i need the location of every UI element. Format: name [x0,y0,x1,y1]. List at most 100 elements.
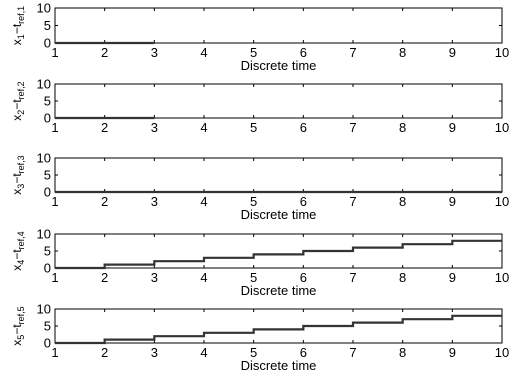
x-tick-label-5-1: 1 [51,345,58,360]
x-tick-label-1-9: 9 [449,45,456,60]
y-axis-label-sub1-4: 4 [16,260,26,265]
x-axis-label-3: Discrete time [241,207,317,222]
y-axis-label-mid-4: −t [10,249,24,260]
y-tick-label-3-10: 10 [37,151,51,166]
x-tick-label-1-4: 4 [200,45,207,60]
x-tick-label-5-9: 9 [449,345,456,360]
x-tick-label-2-1: 1 [51,120,58,135]
x-axis-label-4: Discrete time [241,283,317,298]
x-tick-label-4-4: 4 [200,270,207,285]
x-tick-label-2-10: 10 [495,120,509,135]
x-tick-label-1-2: 2 [101,45,108,60]
x-tick-label-2-7: 7 [349,120,356,135]
x-tick-label-4-1: 1 [51,270,58,285]
y-tick-label-5-5: 5 [44,319,51,334]
y-axis-label-main-5: x [10,340,24,346]
y-tick-label-2-10: 10 [37,77,51,92]
x-tick-label-3-4: 4 [200,194,207,209]
x-tick-label-4-6: 6 [300,270,307,285]
y-axis-label-mid-1: −t [10,23,24,34]
y-axis-label-sub1-1: 1 [16,34,26,39]
x-tick-label-1-5: 5 [250,45,257,60]
y-axis-label-4: x4−tref,4 [10,231,26,270]
x-tick-label-1-7: 7 [349,45,356,60]
y-axis-label-main-2: x [10,115,24,121]
x-tick-label-2-5: 5 [250,120,257,135]
y-tick-label-2-0: 0 [44,111,51,126]
x-tick-label-5-4: 4 [200,345,207,360]
x-tick-label-4-7: 7 [349,270,356,285]
x-tick-label-3-3: 3 [151,194,158,209]
axes-frame-1 [54,7,503,44]
y-axis-label-main-4: x [10,265,24,271]
y-tick-label-2-5: 5 [44,94,51,109]
x-tick-label-4-5: 5 [250,270,257,285]
x-tick-label-4-2: 2 [101,270,108,285]
x-tick-label-5-7: 7 [349,345,356,360]
y-axis-label-sub1-2: 2 [16,110,26,115]
y-axis-label-sub1-3: 3 [16,184,26,189]
x-tick-label-3-10: 10 [495,194,509,209]
series-line-5-1 [55,314,502,345]
x-tick-label-1-10: 10 [495,45,509,60]
x-tick-label-1-6: 6 [300,45,307,60]
x-tick-label-3-7: 7 [349,194,356,209]
x-tick-label-2-3: 3 [151,120,158,135]
x-tick-label-5-3: 3 [151,345,158,360]
y-axis-label-main-1: x [10,39,24,45]
y-tick-label-1-10: 10 [37,1,51,16]
x-tick-label-3-5: 5 [250,194,257,209]
x-tick-label-2-6: 6 [300,120,307,135]
x-tick-label-2-8: 8 [399,120,406,135]
x-tick-label-3-9: 9 [449,194,456,209]
y-axis-label-main-3: x [10,189,24,195]
y-axis-label-mid-2: −t [10,99,24,110]
y-axis-label-sub2-1: ref,1 [16,6,26,24]
axes-frame-4 [54,233,503,269]
x-tick-label-5-2: 2 [101,345,108,360]
y-tick-label-4-5: 5 [44,244,51,259]
y-tick-label-5-10: 10 [37,302,51,317]
axes-frame-5 [54,308,503,344]
x-tick-label-2-9: 9 [449,120,456,135]
series-line-4-1 [55,239,502,270]
x-tick-label-3-2: 2 [101,194,108,209]
x-tick-label-4-10: 10 [495,270,509,285]
y-tick-label-5-0: 0 [44,336,51,351]
x-tick-label-5-10: 10 [495,345,509,360]
y-tick-label-1-5: 5 [44,18,51,33]
x-tick-label-5-5: 5 [250,345,257,360]
x-tick-label-4-8: 8 [399,270,406,285]
y-axis-label-sub2-5: ref,5 [16,306,26,324]
x-tick-label-2-4: 4 [200,120,207,135]
y-tick-label-1-0: 0 [44,36,51,51]
axes-frame-2 [54,83,503,119]
x-tick-label-3-6: 6 [300,194,307,209]
x-tick-label-4-9: 9 [449,270,456,285]
x-tick-label-5-8: 8 [399,345,406,360]
y-axis-label-sub2-3: ref,3 [16,155,26,173]
y-axis-label-5: x5−tref,5 [10,306,26,345]
y-axis-label-sub2-4: ref,4 [16,231,26,249]
y-axis-label-3: x3−tref,3 [10,155,26,194]
y-axis-label-sub1-5: 5 [16,335,26,340]
x-tick-label-2-2: 2 [101,120,108,135]
y-axis-label-sub2-2: ref,2 [16,81,26,99]
y-axis-label-mid-5: −t [10,324,24,335]
axes-frame-3 [54,157,503,193]
y-axis-label-mid-3: −t [10,173,24,184]
y-tick-label-3-0: 0 [44,185,51,200]
x-tick-label-1-3: 3 [151,45,158,60]
x-tick-label-1-1: 1 [51,45,58,60]
x-tick-label-5-6: 6 [300,345,307,360]
y-tick-label-3-5: 5 [44,168,51,183]
x-axis-label-5: Discrete time [241,358,317,373]
x-tick-label-4-3: 3 [151,270,158,285]
x-axis-label-1: Discrete time [241,58,317,73]
